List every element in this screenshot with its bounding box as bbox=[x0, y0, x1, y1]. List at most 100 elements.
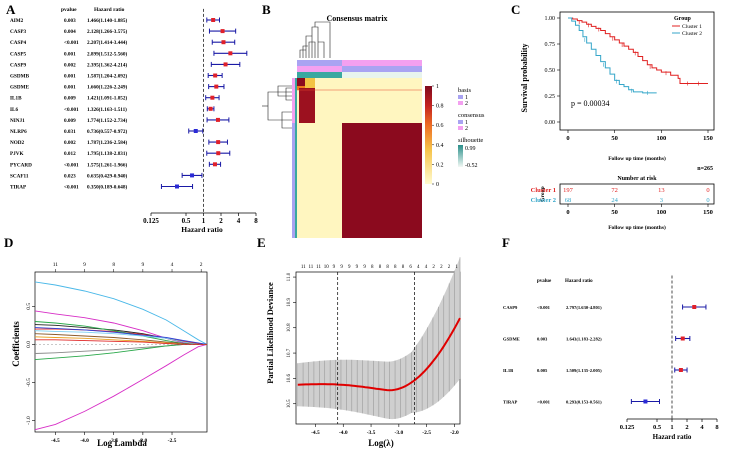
panel-f-letter: F bbox=[502, 235, 510, 250]
lasso-x-tick-label: -4.5 bbox=[51, 438, 60, 444]
row-gene-label: TIRAP bbox=[503, 400, 517, 405]
row-hr-text: 1.660(1.226-2.249) bbox=[87, 84, 127, 91]
row-pvalue: 0.004 bbox=[64, 29, 76, 35]
row-hr-point bbox=[214, 84, 219, 89]
x-tick-label: 0.5 bbox=[653, 424, 662, 431]
row-hr-point bbox=[210, 95, 215, 100]
km-pvalue: p = 0.00034 bbox=[571, 99, 610, 108]
panel-d-y-label: Coefficients bbox=[11, 321, 21, 367]
row-hr-point bbox=[190, 173, 195, 178]
legend-basis-item-2: 2 bbox=[465, 101, 468, 107]
row-silhouette-annotation bbox=[295, 78, 297, 238]
row-hr-point bbox=[208, 106, 213, 111]
row-pvalue: 0.002 bbox=[64, 140, 76, 146]
consensus-annotation-bar-2 bbox=[342, 66, 422, 72]
row-hr-text: 2.395(1.362-4.214) bbox=[87, 61, 127, 68]
panel-c-letter: C bbox=[511, 2, 520, 17]
km-curve-cluster-2 bbox=[568, 17, 657, 94]
cv-top-tick-label: 10 bbox=[324, 265, 330, 270]
row-hr-point bbox=[692, 305, 697, 309]
cv-x-tick-label: -4.5 bbox=[311, 430, 320, 436]
row-gene-label: AIM2 bbox=[10, 18, 24, 24]
cv-x-tick-label: -3.5 bbox=[367, 430, 376, 436]
row-dendrogram bbox=[262, 85, 292, 129]
risk-x-tick-label: 100 bbox=[656, 209, 666, 216]
km-y-tick-label: 0.75 bbox=[545, 42, 556, 48]
basis-annotation-bar-1 bbox=[297, 60, 342, 66]
risk-row-group: Cluster 2 bbox=[531, 197, 556, 204]
row-pvalue: 0.012 bbox=[64, 151, 76, 157]
km-curve-cluster-1 bbox=[568, 17, 708, 85]
risk-x-tick-label: 0 bbox=[566, 209, 569, 216]
row-hr-text: 0.736(0.557-0.972) bbox=[87, 128, 127, 135]
x-tick-label: 8 bbox=[254, 217, 258, 225]
cv-top-tick-label: 2 bbox=[440, 265, 443, 270]
row-hr-text: 1.774(1.152-2.734) bbox=[87, 117, 127, 124]
row-hr-point bbox=[211, 18, 216, 22]
silhouette-min: -0.52 bbox=[465, 163, 478, 169]
row-gene-label: TIRAP bbox=[10, 185, 27, 191]
cv-top-tick-label: 8 bbox=[402, 265, 405, 270]
row-pvalue: 0.001 bbox=[64, 85, 76, 91]
lasso-y-tick-label: 0.0 bbox=[26, 341, 32, 348]
colorbar-tick-label: 0.8 bbox=[436, 104, 444, 110]
row-hr-text: 1.587(1.204-2.092) bbox=[87, 73, 127, 80]
legend-consensus-item-2: 2 bbox=[465, 126, 468, 132]
risk-row-value: 72 bbox=[611, 187, 618, 194]
panel-a-letter: A bbox=[6, 2, 16, 17]
row-hr-point bbox=[223, 62, 228, 67]
colorbar-tick-label: 0.6 bbox=[436, 123, 444, 129]
row-hr-point bbox=[212, 162, 217, 167]
km-y-tick-label: 0.00 bbox=[545, 120, 556, 126]
cv-top-tick-label: 9 bbox=[340, 265, 343, 270]
cv-y-tick-label: 10.7 bbox=[287, 348, 292, 357]
lasso-top-tick-label: 4 bbox=[171, 262, 174, 268]
row-basis-annotation bbox=[292, 78, 295, 238]
legend-silhouette-title: silhouette bbox=[458, 137, 483, 144]
row-gene-label: IL1B bbox=[10, 96, 22, 102]
lasso-coefficient-path bbox=[35, 339, 207, 345]
panel-c-survival-plot: C Survival probability 1.00 0.75 0.50 0.25 0… bbox=[511, 2, 715, 231]
row-pvalue: <0.001 bbox=[64, 185, 79, 191]
risk-table-x-label: Follow up time (months) bbox=[608, 224, 666, 231]
cv-top-tick-label: 9 bbox=[363, 265, 366, 270]
risk-table-group-label: Group bbox=[540, 186, 546, 202]
row-gene-label: PYCARD bbox=[10, 162, 32, 168]
km-x-tick-label: 150 bbox=[703, 135, 713, 142]
row-gene-label: CASP9 bbox=[503, 305, 518, 310]
x-tick-label: 4 bbox=[700, 424, 704, 431]
panel-a-pvalue-header: pvalue bbox=[61, 7, 77, 13]
row-pvalue: 0.005 bbox=[537, 368, 548, 373]
lasso-top-tick-label: 11 bbox=[53, 262, 59, 268]
km-x-tick-label: 50 bbox=[611, 135, 618, 142]
cv-top-tick-label: 6 bbox=[409, 265, 412, 270]
lasso-top-tick-label: 2 bbox=[200, 262, 203, 268]
row-hr-text: 2.128(1.266-3.575) bbox=[87, 28, 127, 35]
cv-top-tick-label: 8 bbox=[386, 265, 389, 270]
lasso-x-tick-label: -3.5 bbox=[109, 438, 118, 444]
cv-x-tick-label: -2.5 bbox=[422, 430, 431, 436]
panel-e-y-label: Partial Likelihood Deviance bbox=[265, 282, 275, 384]
lasso-x-tick-label: -3.0 bbox=[139, 438, 148, 444]
cv-y-tick-label: 11.0 bbox=[287, 272, 292, 281]
cv-mean-curve bbox=[297, 317, 461, 392]
km-x-tick-label: 0 bbox=[566, 135, 569, 142]
row-hr-text: 1.795(1.138-2.831) bbox=[87, 150, 127, 157]
panel-d-letter: D bbox=[4, 235, 13, 250]
legend-consensus-title: consensus bbox=[458, 112, 485, 119]
row-hr-text: 2.899(1.512-5.560) bbox=[87, 50, 127, 57]
lasso-top-tick-label: 9 bbox=[141, 262, 144, 268]
legend-basis-item-1: 1 bbox=[465, 95, 468, 101]
km-x-tick-label: 100 bbox=[656, 135, 666, 142]
row-gene-label: NLRP6 bbox=[10, 129, 27, 135]
row-hr-text: 2.797(1.630-4.801) bbox=[566, 305, 602, 310]
cv-top-tick-label: 2 bbox=[448, 265, 451, 270]
legend-consensus-item-1: 1 bbox=[465, 120, 468, 126]
basis-annotation-bar-2 bbox=[342, 60, 422, 66]
row-pvalue: 0.009 bbox=[64, 96, 76, 102]
row-pvalue: 0.031 bbox=[64, 129, 76, 135]
row-gene-label: PJVK bbox=[10, 151, 24, 157]
cv-error-band bbox=[297, 257, 460, 420]
colorbar-tick-label: 0.2 bbox=[436, 162, 444, 168]
lasso-x-tick-label: -4.0 bbox=[80, 438, 89, 444]
